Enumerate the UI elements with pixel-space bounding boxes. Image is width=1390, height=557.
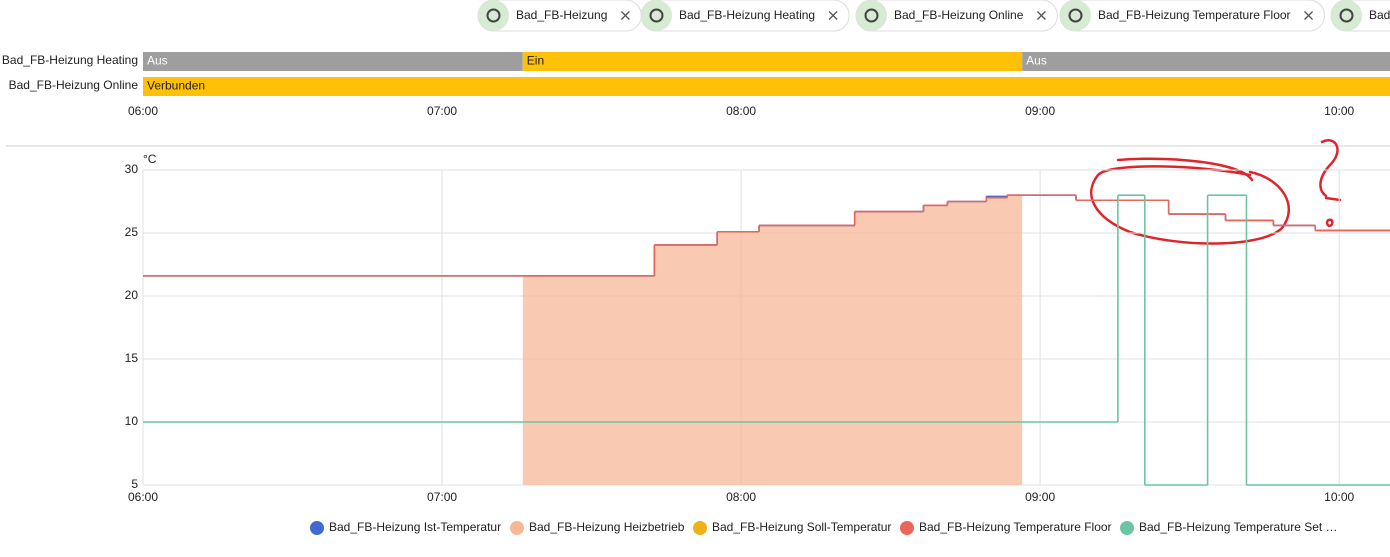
- chip-icon: [864, 8, 879, 23]
- legend-item[interactable]: Bad_FB-Heizung Ist-Temperatur: [310, 520, 501, 535]
- chip-icon-bg: [1331, 0, 1362, 31]
- chip-label: Bad_FB-Heizung Online: [894, 8, 1024, 22]
- legend-item[interactable]: Bad_FB-Heizung Heizbetrieb: [510, 520, 685, 535]
- chip-remove[interactable]: [828, 11, 838, 20]
- timeline-row-label: Bad_FB-Heizung Online: [9, 78, 139, 92]
- chip-icon: [1339, 8, 1354, 23]
- legend-item[interactable]: Bad_FB-Heizung Soll-Temperatur: [693, 520, 891, 535]
- legend-item[interactable]: Bad_FB-Heizung Temperature Floor: [900, 520, 1112, 535]
- entity-chip[interactable]: Bad_FB-Heizung Temperature Floor: [1059, 0, 1326, 32]
- legend-label: Bad_FB-Heizung Heizbetrieb: [529, 520, 685, 534]
- legend-swatch: [310, 521, 324, 535]
- y-tick-label: 5: [131, 477, 138, 491]
- chip-remove[interactable]: [1304, 11, 1314, 20]
- x-tick-label: 08:00: [726, 490, 756, 504]
- y-unit: °C: [143, 152, 157, 166]
- heating-area: [522, 195, 1023, 485]
- x-tick-label: 10:00: [1324, 490, 1354, 504]
- chip-icon: [1068, 8, 1083, 23]
- x-tick-label: 06:00: [128, 490, 158, 504]
- timeline-segment: [143, 77, 1390, 96]
- timeline-segment: [522, 52, 1023, 71]
- x-tick-label: 09:00: [1025, 490, 1055, 504]
- timeline-tick-label: 07:00: [427, 104, 457, 118]
- timeline-segment: [1022, 52, 1390, 71]
- timeline-segment-label: Aus: [1026, 54, 1047, 68]
- legend-label: Bad_FB-Heizung Temperature Floor: [919, 520, 1112, 534]
- legend-item[interactable]: Bad_FB-Heizung Temperature Set …: [1120, 520, 1338, 535]
- timeline-row-label: Bad_FB-Heizung Heating: [2, 53, 138, 67]
- legend-swatch: [510, 521, 524, 535]
- entity-chip[interactable]: Bad_FB-Heizung Online: [855, 0, 1058, 32]
- legend-swatch: [900, 521, 914, 535]
- chip-icon-bg: [856, 0, 887, 31]
- y-tick-label: 20: [125, 288, 139, 302]
- chip-icon-bg: [641, 0, 672, 31]
- legend-label: Bad_FB-Heizung Soll-Temperatur: [712, 520, 891, 534]
- timeline-segment-label: Ein: [527, 54, 544, 68]
- legend-label: Bad_FB-Heizung Ist-Temperatur: [329, 520, 501, 534]
- timeline-tick-label: 09:00: [1025, 104, 1055, 118]
- timeline-tick-label: 08:00: [726, 104, 756, 118]
- x-tick-label: 07:00: [427, 490, 457, 504]
- chip-remove[interactable]: [1036, 11, 1046, 20]
- legend-swatch: [1120, 521, 1134, 535]
- annotation: [1089, 139, 1342, 245]
- entity-chip[interactable]: Bad: [1330, 0, 1390, 32]
- chip-icon-bg: [1060, 0, 1091, 31]
- entity-chip[interactable]: Bad_FB-Heizung: [477, 0, 642, 32]
- timeline-segment-label: Verbunden: [147, 79, 205, 93]
- chip-remove[interactable]: [620, 11, 630, 20]
- chip-icon: [649, 8, 664, 23]
- timeline-tick-label: 10:00: [1324, 104, 1354, 118]
- chip-icon-bg: [478, 0, 509, 31]
- chip-label: Bad_FB-Heizung Heating: [679, 8, 815, 22]
- timeline-segment: [143, 52, 523, 71]
- entity-chip[interactable]: Bad_FB-Heizung Heating: [640, 0, 850, 32]
- y-tick-label: 30: [125, 162, 139, 176]
- y-tick-label: 15: [125, 351, 139, 365]
- chip-icon: [486, 8, 501, 23]
- legend-swatch: [693, 521, 707, 535]
- timeline-tick-label: 06:00: [128, 104, 158, 118]
- legend-label: Bad_FB-Heizung Temperature Set …: [1139, 520, 1338, 534]
- chip-label: Bad: [1369, 8, 1390, 22]
- plot-area: [143, 194, 1390, 486]
- chip-label: Bad_FB-Heizung Temperature Floor: [1098, 8, 1291, 22]
- timeline-segment-label: Aus: [147, 54, 168, 68]
- y-tick-label: 10: [125, 414, 139, 428]
- y-tick-label: 25: [125, 225, 139, 239]
- chip-label: Bad_FB-Heizung: [516, 8, 607, 22]
